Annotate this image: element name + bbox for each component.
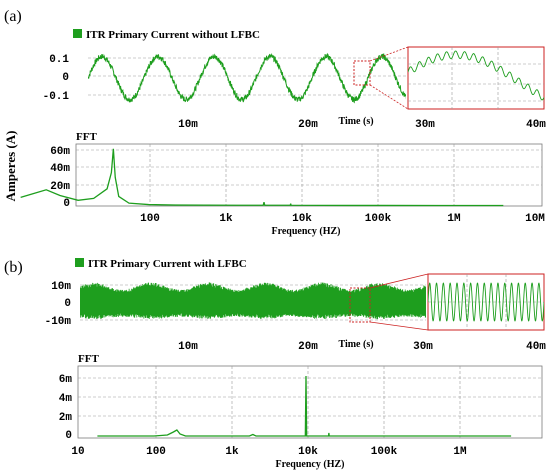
x-tick-label: 100k bbox=[371, 446, 398, 458]
x-tick-label: 40m bbox=[526, 341, 546, 353]
zoom-inset-b bbox=[427, 273, 545, 331]
chart-b-title: ITR Primary Current with LFBC bbox=[88, 258, 247, 270]
x-tick-label: 1k bbox=[225, 446, 239, 458]
x-tick-label: 10m bbox=[178, 119, 198, 131]
zoom-connector bbox=[369, 273, 429, 289]
x-tick-label: 10k bbox=[298, 446, 318, 458]
series-line-a-fft bbox=[20, 148, 504, 207]
series-line-a-inset bbox=[408, 50, 544, 101]
x-axis-label-a-time: Time (s) bbox=[338, 116, 373, 127]
zoom-inset-a bbox=[407, 46, 545, 110]
y-tick-label: 0 bbox=[62, 72, 69, 84]
panel-a-label: (a) bbox=[4, 8, 22, 25]
y-tick-label: 0.1 bbox=[49, 54, 69, 66]
zoom-box bbox=[353, 60, 371, 86]
y-tick-label: 4m bbox=[59, 393, 73, 405]
y-tick-label: -10m bbox=[45, 316, 72, 328]
zoom-box bbox=[349, 287, 371, 323]
y-tick-label: 20m bbox=[50, 181, 70, 193]
x-tick-label: 30m bbox=[415, 119, 435, 131]
x-tick-label: 10m bbox=[178, 341, 198, 353]
x-tick-label: 1M bbox=[447, 213, 461, 225]
y-tick-label: 10m bbox=[51, 281, 71, 293]
y-ticks-b-fft: 6m 4m 2m 0 bbox=[59, 374, 73, 442]
fft-b-title: FFT bbox=[78, 353, 99, 365]
x-tick-label: 1k bbox=[219, 213, 233, 225]
x-ticks-b-fft: 10 100 1k 10k 100k 1M bbox=[71, 446, 467, 458]
fft-a-title: FFT bbox=[76, 131, 97, 143]
y-tick-label: 6m bbox=[59, 374, 73, 386]
x-tick-label: 100 bbox=[140, 213, 160, 225]
zoom-connector bbox=[369, 84, 409, 110]
x-tick-label: 1M bbox=[453, 446, 467, 458]
chart-a-title: ITR Primary Current without LFBC bbox=[86, 29, 260, 41]
legend-swatch-b bbox=[75, 258, 84, 267]
y-tick-label: 0 bbox=[64, 298, 71, 310]
plot-b-fft bbox=[77, 365, 543, 439]
y-tick-label: 60m bbox=[50, 146, 70, 158]
series-line-a-time bbox=[88, 52, 406, 104]
x-tick-label: 20m bbox=[298, 341, 318, 353]
x-tick-label: 10M bbox=[525, 213, 545, 225]
y-ticks-b-time: 10m 0 -10m bbox=[45, 281, 72, 328]
y-tick-label: 0 bbox=[63, 198, 70, 210]
x-tick-label: 10k bbox=[292, 213, 312, 225]
x-axis-label-b-time: Time (s) bbox=[338, 339, 373, 350]
x-ticks-b-time: 10m 20m 30m 40m bbox=[178, 341, 546, 353]
series-line-b-time bbox=[80, 282, 426, 320]
x-tick-label: 10 bbox=[71, 446, 84, 458]
x-tick-label: 40m bbox=[526, 119, 546, 131]
plot-a-fft bbox=[20, 143, 543, 207]
y-tick-label: 2m bbox=[59, 412, 73, 424]
x-ticks-a-fft: 100 1k 10k 100k 1M 10M bbox=[140, 213, 545, 225]
x-tick-label: 30m bbox=[413, 341, 433, 353]
legend-swatch-a bbox=[73, 29, 82, 38]
series-line-b-inset bbox=[428, 282, 544, 322]
y-ticks-a-fft: 60m 40m 20m 0 bbox=[50, 146, 70, 210]
zoom-connector bbox=[369, 321, 429, 331]
plot-b-time bbox=[80, 273, 429, 331]
y-tick-label: 0 bbox=[65, 430, 72, 442]
x-axis-label-a-fft: Frequency (HZ) bbox=[272, 226, 341, 237]
x-tick-label: 100 bbox=[146, 446, 166, 458]
y-axis-label: Amperes (A) bbox=[3, 131, 18, 202]
y-tick-label: -0.1 bbox=[43, 91, 70, 103]
panel-b-label: (b) bbox=[4, 259, 23, 276]
x-axis-label-b-fft: Frequency (HZ) bbox=[276, 459, 345, 470]
x-tick-label: 100k bbox=[365, 213, 392, 225]
y-ticks-a-time: 0.1 0 -0.1 bbox=[43, 54, 70, 103]
plot-a-time bbox=[88, 46, 409, 110]
series-line-b-fft bbox=[97, 375, 512, 437]
x-ticks-a-time: 10m 20m 30m 40m bbox=[178, 119, 546, 131]
y-tick-label: 40m bbox=[50, 163, 70, 175]
x-tick-label: 20m bbox=[298, 119, 318, 131]
